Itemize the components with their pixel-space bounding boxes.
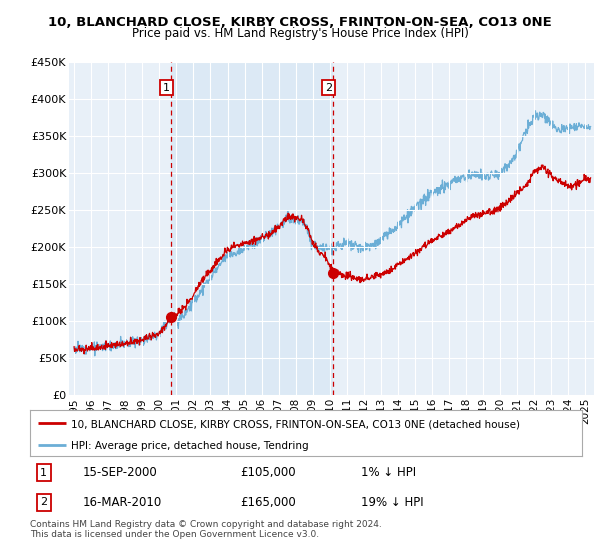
Text: 16-MAR-2010: 16-MAR-2010 [82,496,161,509]
Text: HPI: Average price, detached house, Tendring: HPI: Average price, detached house, Tend… [71,441,309,451]
Text: 1% ↓ HPI: 1% ↓ HPI [361,466,416,479]
Text: £105,000: £105,000 [240,466,295,479]
Text: 2: 2 [40,497,47,507]
Text: 1: 1 [163,82,170,92]
Text: 10, BLANCHARD CLOSE, KIRBY CROSS, FRINTON-ON-SEA, CO13 0NE (detached house): 10, BLANCHARD CLOSE, KIRBY CROSS, FRINTO… [71,419,520,430]
Text: 19% ↓ HPI: 19% ↓ HPI [361,496,424,509]
Bar [172,62,334,395]
Text: Contains HM Land Registry data © Crown copyright and database right 2024.
This d: Contains HM Land Registry data © Crown c… [30,520,382,539]
Text: 2: 2 [325,82,332,92]
Text: 1: 1 [40,468,47,478]
Text: 15-SEP-2000: 15-SEP-2000 [82,466,157,479]
Text: Price paid vs. HM Land Registry's House Price Index (HPI): Price paid vs. HM Land Registry's House … [131,27,469,40]
Text: £165,000: £165,000 [240,496,296,509]
Text: 10, BLANCHARD CLOSE, KIRBY CROSS, FRINTON-ON-SEA, CO13 0NE: 10, BLANCHARD CLOSE, KIRBY CROSS, FRINTO… [48,16,552,29]
